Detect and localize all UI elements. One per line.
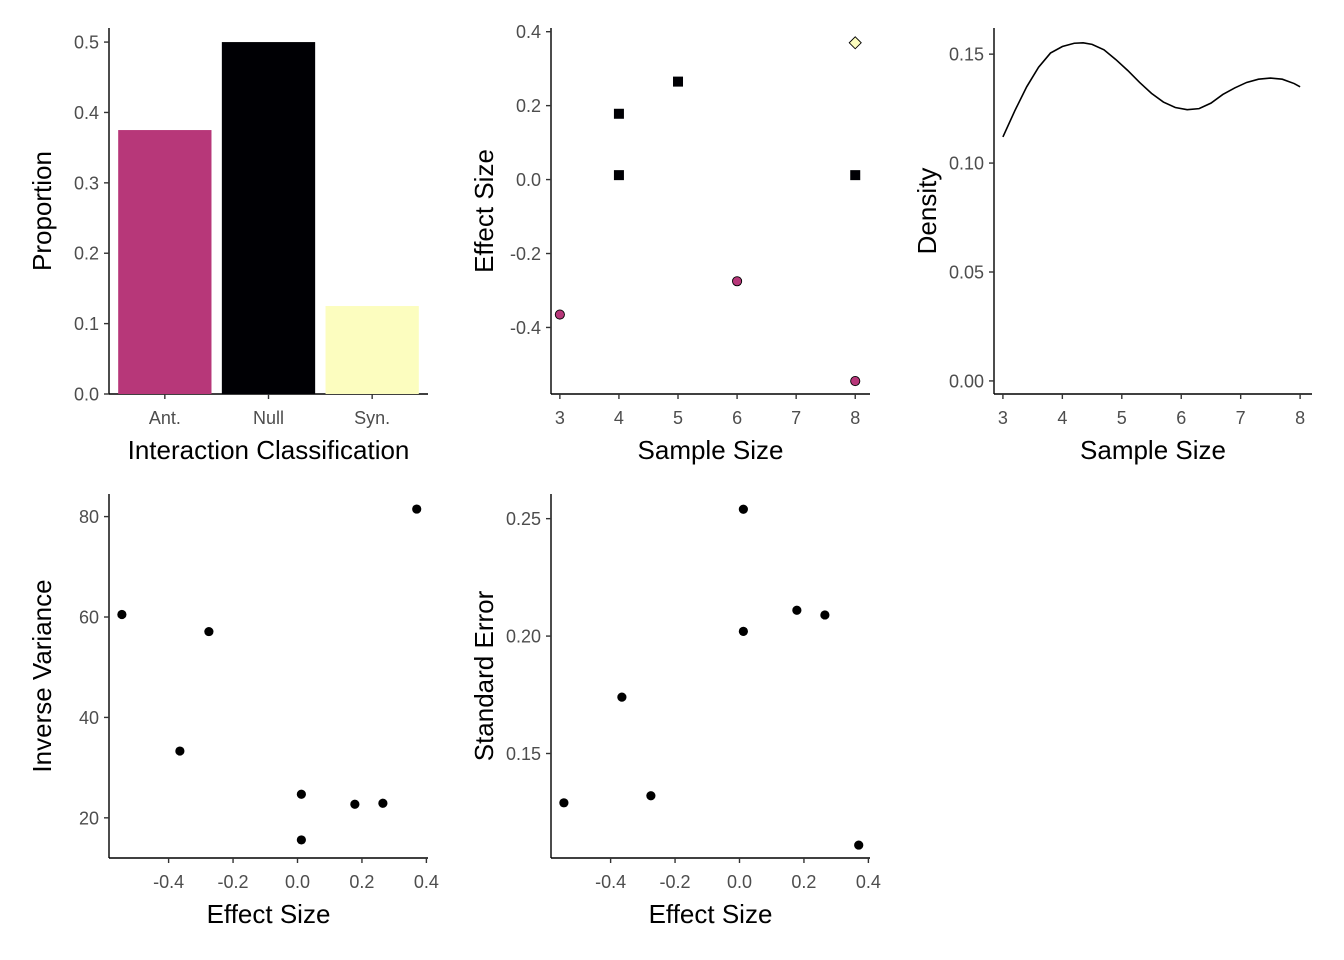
x-tick-label: 0.2 [349,872,374,892]
y-tick-label: -0.2 [510,244,541,264]
point-dot [412,504,422,514]
x-tick-label: -0.2 [660,872,691,892]
y-tick-label: 0.00 [949,371,984,391]
y-tick-label: 0.05 [949,263,984,283]
y-tick-label: 80 [79,507,99,527]
point-square [613,108,624,119]
x-tick-label: 7 [791,408,801,428]
y-axis-title: Standard Error [469,590,499,761]
y-tick-label: 20 [79,808,99,828]
y-axis-title: Proportion [27,151,57,271]
point-diamond [848,36,862,50]
y-tick-label: 0.2 [516,96,541,116]
y-tick-label: 40 [79,708,99,728]
x-tick-label: -0.4 [595,872,626,892]
x-tick-label: 7 [1236,408,1246,428]
y-tick-label: 0.0 [74,385,99,405]
x-tick-label: 0.4 [414,872,439,892]
x-tick-label: 4 [614,408,624,428]
x-tick-label: -0.4 [153,872,184,892]
x-axis-title: Effect Size [207,899,331,929]
point-dot [854,840,864,850]
point-dot [175,746,185,756]
x-tick-label: Null [253,408,284,428]
x-tick-label: 5 [1117,408,1127,428]
y-tick-label: 0.4 [74,103,99,123]
point-dot [646,791,656,801]
x-tick-label: 6 [1176,408,1186,428]
point-dot [617,692,627,702]
y-tick-label: 0.10 [949,154,984,174]
y-tick-label: 0.20 [506,627,541,647]
y-tick-label: 0.3 [74,173,99,193]
point-dot [117,609,127,620]
y-tick-label: 0.2 [74,244,99,264]
panel-4: 20 40 60 80 -0.4 -0.2 0.0 0.2 0.4 Effect Size Inve… [27,494,439,929]
x-tick-label: 4 [1057,408,1067,428]
point-circle [554,309,565,320]
x-tick-label: 8 [1295,408,1305,428]
y-axis-title: Density [912,168,942,255]
y-tick-label: 0.15 [506,744,541,764]
y-tick-label: 60 [79,608,99,628]
point-square [850,170,861,181]
y-tick-label: 0.0 [516,170,541,190]
point-dot [738,504,748,514]
x-axis-title: Sample Size [1080,435,1226,465]
x-axis-title: Interaction Classification [128,435,410,465]
x-tick-label: 0.4 [856,872,881,892]
x-tick-label: 8 [850,408,860,428]
point-dot [820,610,830,620]
point-dot [378,798,388,808]
point-circle [732,276,743,287]
point-dot [792,605,802,615]
point-dot [296,789,306,799]
y-tick-label: 0.5 [74,33,99,53]
y-tick-label: -0.4 [510,318,541,338]
x-axis-title: Effect Size [649,899,773,929]
y-axis-title: Inverse Variance [27,579,57,772]
x-tick-label: 3 [555,408,565,428]
x-tick-label: 0.0 [285,872,310,892]
point-square [673,76,684,87]
y-axis-title: Effect Size [469,149,499,273]
point-dot [559,798,569,808]
bar-syn [325,306,419,394]
point-square [613,170,624,181]
panel-5: 0.15 0.20 0.25 -0.4 -0.2 0.0 0.2 0.4 Effect Size… [469,494,881,929]
y-tick-label: 0.1 [74,314,99,334]
point-dot [296,835,306,845]
x-tick-label: 6 [732,408,742,428]
x-axis-title: Sample Size [638,435,784,465]
x-tick-label: Syn. [354,408,390,428]
y-tick-label: 0.4 [516,22,541,42]
point-circle [850,376,861,387]
point-dot [204,626,214,637]
x-tick-label: 0.2 [791,872,816,892]
y-tick-label: 0.15 [949,45,984,65]
x-tick-label: -0.2 [218,872,249,892]
y-tick-label: 0.25 [506,509,541,529]
panel-1: 0.0 0.1 0.2 0.3 0.4 0.5 Ant. Null Syn. Interactio… [27,28,428,465]
point-dot [350,799,360,809]
panel-3: 0.00 0.05 0.10 0.15 3 4 5 6 7 8 Sample Size Density [912,28,1312,465]
point-dot [738,626,748,636]
bar-null [221,42,316,394]
x-tick-label: 5 [673,408,683,428]
density-line [1002,42,1301,138]
panel-2: -0.4 -0.2 0.0 0.2 0.4 3 4 5 6 7 8 Sample Size Effect… [469,22,870,465]
x-tick-label: Ant. [149,408,181,428]
x-tick-label: 0.0 [727,872,752,892]
x-tick-label: 3 [998,408,1008,428]
bar-ant [118,130,212,395]
